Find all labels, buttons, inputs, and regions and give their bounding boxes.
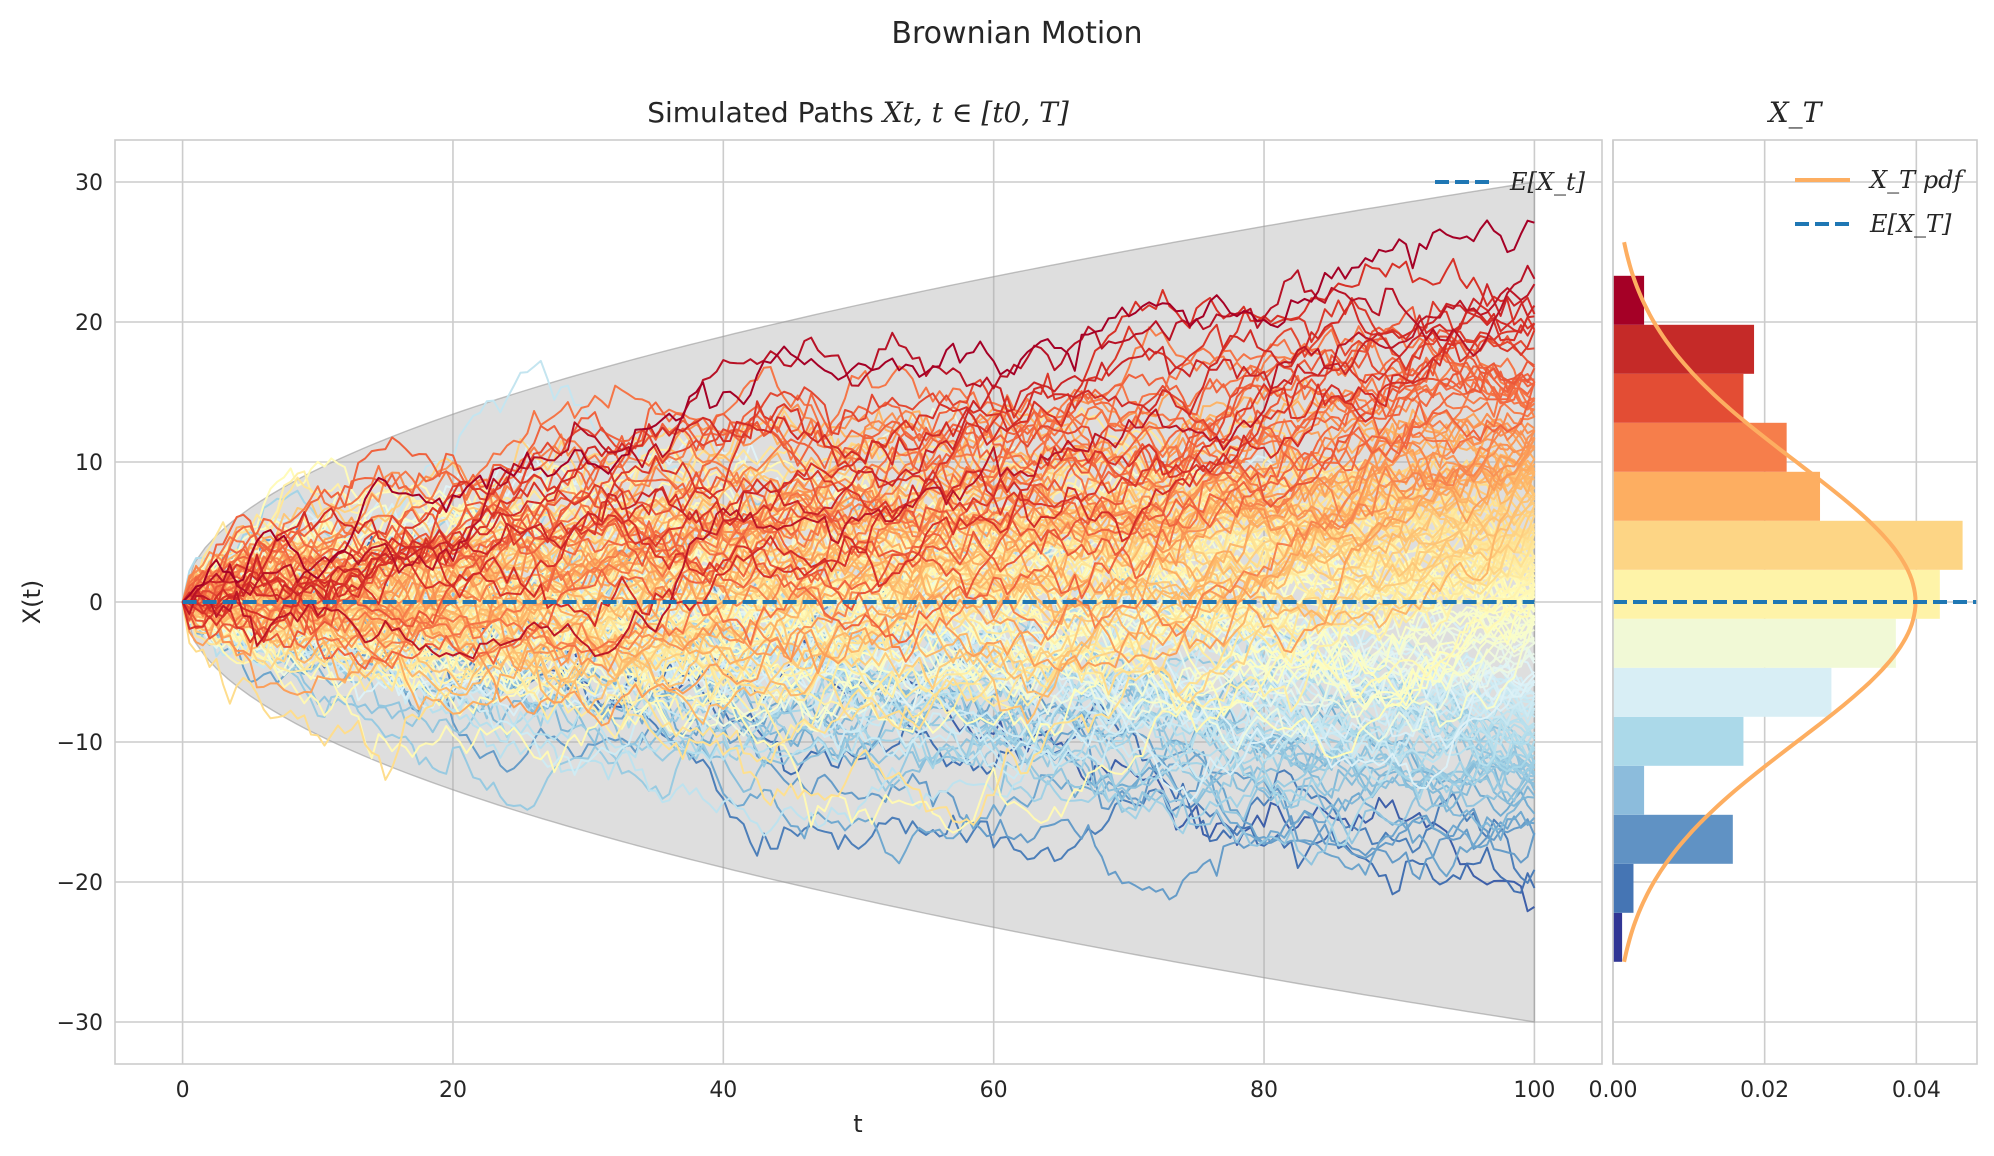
simulated-path xyxy=(181,430,1536,697)
paths-y-tick-label: −20 xyxy=(57,871,103,896)
simulated-path xyxy=(181,402,1536,603)
simulated-path xyxy=(182,451,1536,688)
histogram-bars xyxy=(1613,275,1963,962)
simulated-path xyxy=(181,324,1535,613)
histogram-bar xyxy=(1613,324,1755,374)
simulated-path xyxy=(182,283,1536,604)
simulated-path xyxy=(182,264,1536,605)
simulated-path xyxy=(181,309,1535,627)
simulated-path xyxy=(181,597,1536,847)
simulated-path xyxy=(181,325,1535,670)
simulated-path xyxy=(181,400,1535,632)
paths-legend: E[X_t] xyxy=(1435,168,1586,196)
simulated-path xyxy=(181,296,1536,611)
paths-y-axis-label: X(t) xyxy=(18,580,46,625)
paths-title-text: Simulated Paths xyxy=(647,96,882,129)
paths-axes-frame xyxy=(114,139,1603,1065)
paths-y-tick-label: 0 xyxy=(89,591,103,616)
histogram-bar xyxy=(1613,618,1896,668)
paths-title-math: Xt, t ∈ [t0, T] xyxy=(881,96,1069,129)
histogram-bar xyxy=(1613,569,1940,619)
histogram-bar xyxy=(1613,716,1744,766)
histogram-legend: X_T pdf E[X_T] xyxy=(1795,166,1966,238)
simulated-path xyxy=(182,471,1536,648)
histogram-bar xyxy=(1613,912,1623,962)
histogram-bar xyxy=(1613,471,1821,521)
paths-y-tick-labels: −30 −20 −10 0 10 20 30 xyxy=(57,171,103,1036)
histogram-x-tick-label: 0.00 xyxy=(1589,1078,1638,1103)
simulated-path xyxy=(182,450,1536,625)
histogram-axes-frame xyxy=(1612,139,1978,1065)
paths-x-tick-label: 60 xyxy=(980,1078,1008,1103)
paths-y-tick-label: −10 xyxy=(57,731,103,756)
simulated-path xyxy=(181,219,1535,603)
histogram-bar xyxy=(1613,275,1645,325)
histogram-x-tick-labels: 0.00 0.02 0.04 xyxy=(1589,1078,1941,1103)
histogram-bar xyxy=(1613,765,1645,815)
simulated-path xyxy=(182,587,1536,834)
simulated-path xyxy=(181,393,1536,618)
paths-y-tick-label: 30 xyxy=(75,171,103,196)
paths-x-axis-label: t xyxy=(853,1110,862,1138)
simulated-path xyxy=(181,374,1536,603)
paths-y-tick-label: 10 xyxy=(75,451,103,476)
histogram-bar xyxy=(1613,422,1787,472)
histogram-panel: 0.00 0.02 0.04 X_T X_T pdf E[X_T] xyxy=(1589,96,1978,1103)
figure-suptitle: Brownian Motion xyxy=(891,16,1142,51)
histogram-x-tick-label: 0.02 xyxy=(1740,1078,1789,1103)
paths-y-tick-label: 20 xyxy=(75,311,103,336)
histogram-x-tick-label: 0.04 xyxy=(1892,1078,1941,1103)
paths-x-tick-label: 80 xyxy=(1250,1078,1278,1103)
legend-pdf-label: X_T pdf xyxy=(1868,166,1966,194)
simulated-path xyxy=(181,356,1535,603)
histogram-bar xyxy=(1613,373,1744,423)
histogram-bar xyxy=(1613,863,1634,913)
paths-x-tick-label: 100 xyxy=(1513,1078,1555,1103)
simulated-path xyxy=(181,371,1536,610)
paths-title: Simulated Paths Xt, t ∈ [t0, T] xyxy=(647,96,1069,129)
simulated-path xyxy=(181,306,1536,636)
simulated-path xyxy=(182,336,1535,612)
histogram-bar xyxy=(1613,520,1963,570)
paths-panel: 0 20 40 60 80 100 −30 −20 −10 0 10 20 30 t X(t) Sim… xyxy=(18,96,1603,1138)
simulated-path xyxy=(181,381,1536,670)
legend-hist-mean-label: E[X_T] xyxy=(1869,210,1952,238)
paths-y-tick-label: −30 xyxy=(57,1011,103,1036)
simulated-paths xyxy=(181,219,1536,913)
simulated-path xyxy=(181,283,1536,660)
paths-x-tick-label: 40 xyxy=(709,1078,737,1103)
paths-x-tick-label: 0 xyxy=(176,1078,190,1103)
histogram-title: X_T xyxy=(1767,96,1824,129)
simulated-path xyxy=(181,446,1536,696)
paths-x-tick-labels: 0 20 40 60 80 100 xyxy=(176,1078,1556,1103)
simulated-path xyxy=(181,329,1536,644)
legend-mean-label: E[X_t] xyxy=(1509,168,1586,196)
simulated-path xyxy=(182,595,1535,813)
paths-x-tick-label: 20 xyxy=(439,1078,467,1103)
simulated-path xyxy=(181,488,1535,692)
histogram-bar xyxy=(1613,667,1832,717)
